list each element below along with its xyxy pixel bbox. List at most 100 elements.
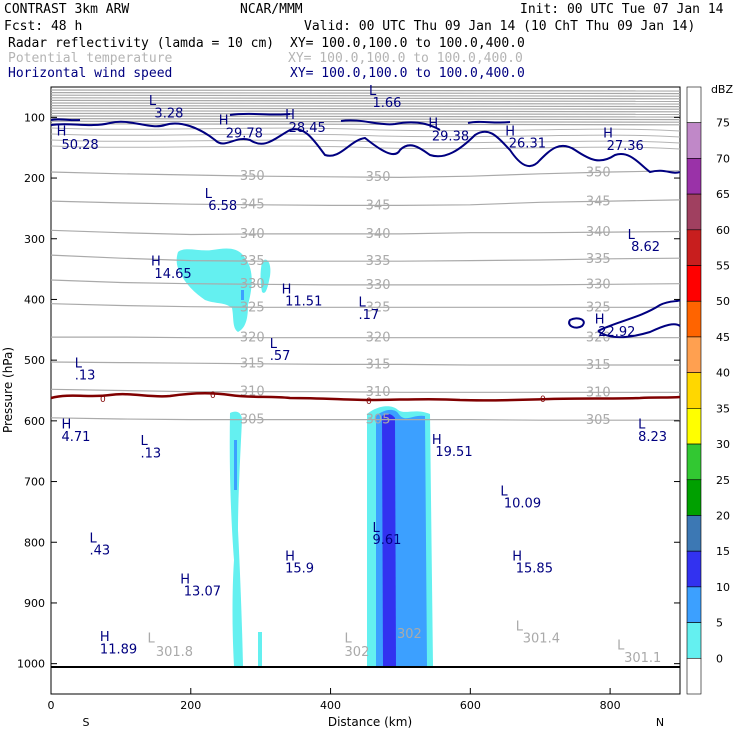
theta-contour-label: 345 [366, 198, 391, 213]
y-tick-label: 200 [24, 172, 45, 185]
hl-label: L [205, 187, 213, 202]
strat-contour [50, 92, 681, 95]
x-tick-label: 0 [48, 699, 55, 712]
hl-label: L [75, 356, 83, 371]
colorbar-swatch [686, 479, 702, 516]
theta-contour-line [51, 336, 680, 339]
wind-contour [340, 119, 441, 131]
hl-label: .13 [140, 446, 161, 461]
colorbar-swatch [686, 408, 702, 445]
hl-label: H [61, 418, 71, 433]
strat-contour [50, 115, 681, 118]
colorbar-level-label: 75 [716, 117, 730, 130]
colorbar-level-label: 5 [716, 617, 723, 630]
field2-xy: XY= 100.0,100.0 to 100.0,400.0 [288, 51, 523, 66]
hl-label: .57 [270, 349, 291, 364]
hl-label: .13 [75, 369, 96, 384]
colorbar-swatch [686, 265, 702, 302]
hl-label: H [432, 433, 442, 448]
hl-label: L [140, 434, 148, 449]
surface-theta-label: L [617, 639, 625, 654]
strat-contour [50, 118, 681, 121]
hl-label: L [89, 531, 97, 546]
hl-label: 6.58 [208, 199, 237, 214]
theta-contour-label: 340 [366, 227, 391, 242]
theta-contour-label: 310 [366, 385, 391, 400]
theta-contour-label: 325 [586, 300, 611, 315]
colorbar-swatch [686, 229, 702, 266]
upper-left-cloud [176, 248, 252, 332]
theta-contour-label: 320 [240, 331, 265, 346]
hl-label: 9.61 [372, 533, 401, 548]
freezing-label: 0 [366, 397, 372, 407]
colorbar-level-label: 70 [716, 152, 730, 165]
strat-contour [50, 89, 681, 92]
theta-contour-label: 340 [586, 225, 611, 240]
wind-contour [50, 120, 681, 174]
wind-contour [568, 317, 585, 329]
theta-contour-label: 315 [586, 358, 611, 373]
theta-contour-line [50, 279, 681, 286]
surface-theta-label: L [147, 631, 155, 646]
hl-label: .43 [89, 543, 110, 558]
freezing-label: 0 [210, 391, 216, 401]
hl-label: 19.51 [435, 445, 472, 460]
colorbar-label: dBZ [711, 83, 734, 96]
plot-area: 350 350 350 345 345 345 340 340 340 335 335 335 330 3… [50, 84, 681, 695]
colorbar-level-label: 35 [716, 402, 730, 415]
upper-cloud-core [241, 290, 244, 300]
ground-line [51, 666, 680, 668]
y-tick-label: 500 [24, 354, 45, 367]
colorbar-level-label: 20 [716, 509, 730, 522]
hl-label: 50.28 [61, 138, 98, 153]
strat-contour [50, 107, 681, 110]
theta-contour-label: 340 [240, 227, 265, 242]
colorbar-swatch [686, 657, 702, 695]
hl-label: L [359, 296, 367, 311]
hl-label: H [595, 313, 605, 328]
hl-label: H [151, 254, 161, 269]
colorbar-swatch [686, 336, 702, 373]
colorbar-swatch [686, 300, 702, 338]
hl-label: H [512, 549, 522, 564]
model-title: CONTRAST 3km ARW [4, 2, 129, 17]
theta-contour-line [50, 229, 681, 236]
hl-label: L [270, 337, 278, 352]
colorbar-level-label: 45 [716, 331, 730, 344]
strat-contour [50, 133, 681, 138]
theta-contour-line [50, 303, 680, 308]
y-tick-label: 100 [24, 111, 45, 124]
wind-contour [597, 299, 681, 332]
theta-contour-line [50, 254, 681, 262]
colorbar-swatch [686, 158, 702, 195]
left-narrow-column [229, 411, 243, 666]
hl-label: 22.92 [598, 325, 635, 340]
theta-contour-line [50, 388, 680, 393]
hl-label: 4.71 [61, 430, 90, 445]
freezing-label: 0 [100, 395, 106, 405]
x-axis-label: Distance (km) [328, 715, 412, 729]
y-axis: 100 200 300 400 500 600 700 800 900 1000 [17, 111, 680, 671]
freezing-label: 0 [540, 395, 546, 405]
theta-contour-line [50, 361, 680, 366]
colorbar-level-label: 10 [716, 581, 730, 594]
y-tick-label: 400 [24, 293, 45, 306]
hl-label: 29.78 [226, 126, 263, 141]
hl-label: L [149, 94, 157, 109]
x-tick-label: 400 [320, 699, 341, 712]
left-column-core [234, 440, 237, 490]
hl-label: L [369, 84, 377, 99]
colorbar-level-label: 50 [716, 295, 730, 308]
valid-time: Valid: 00 UTC Thu 09 Jan 14 (10 ChT Thu … [304, 19, 695, 34]
x-tick-label: 600 [460, 699, 481, 712]
field2-label: Potential temperature [8, 51, 173, 66]
column-core [382, 413, 396, 666]
colorbar-swatch [686, 622, 702, 659]
wind-contour [467, 120, 511, 124]
hl-label: H [505, 125, 515, 140]
theta-contour-label: 350 [240, 169, 265, 184]
theta-contour-line [50, 170, 681, 179]
wind-contour [229, 112, 291, 116]
